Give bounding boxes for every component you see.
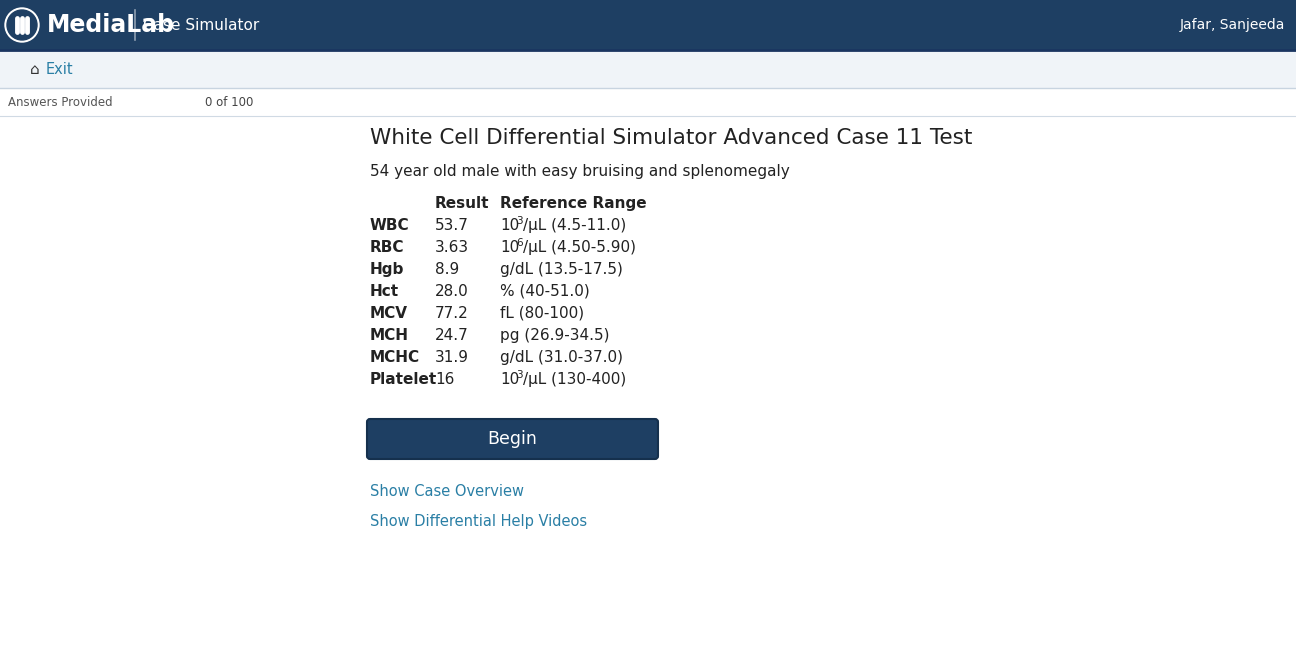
- Text: Show Differential Help Videos: Show Differential Help Videos: [369, 514, 587, 529]
- Text: MediaLab: MediaLab: [47, 13, 175, 37]
- Text: MCV: MCV: [369, 306, 408, 321]
- Text: 3: 3: [516, 216, 522, 226]
- Text: WBC: WBC: [369, 218, 410, 233]
- Text: Hgb: Hgb: [369, 262, 404, 277]
- FancyBboxPatch shape: [367, 419, 658, 459]
- Circle shape: [5, 8, 39, 42]
- Text: 24.7: 24.7: [435, 328, 469, 343]
- Text: Answers Provided: Answers Provided: [8, 95, 113, 108]
- Circle shape: [6, 10, 38, 40]
- Text: pg (26.9-34.5): pg (26.9-34.5): [500, 328, 609, 343]
- Text: 16: 16: [435, 372, 455, 387]
- Text: 3: 3: [516, 370, 522, 380]
- Text: /μL (4.50-5.90): /μL (4.50-5.90): [524, 240, 636, 255]
- Text: Jafar, Sanjeeda: Jafar, Sanjeeda: [1179, 18, 1286, 32]
- Text: 28.0: 28.0: [435, 284, 469, 299]
- Text: 31.9: 31.9: [435, 350, 469, 365]
- Text: g/dL (31.0-37.0): g/dL (31.0-37.0): [500, 350, 623, 365]
- Text: fL (80-100): fL (80-100): [500, 306, 584, 321]
- Text: Show Case Overview: Show Case Overview: [369, 484, 524, 499]
- Text: g/dL (13.5-17.5): g/dL (13.5-17.5): [500, 262, 623, 277]
- Text: Case Simulator: Case Simulator: [143, 17, 259, 32]
- Text: 6: 6: [516, 238, 522, 248]
- Text: Begin: Begin: [487, 430, 538, 448]
- Text: 77.2: 77.2: [435, 306, 469, 321]
- Text: 8.9: 8.9: [435, 262, 459, 277]
- Text: Platelet: Platelet: [369, 372, 437, 387]
- Text: 3.63: 3.63: [435, 240, 469, 255]
- Bar: [0, 50, 1296, 88]
- Text: Hct: Hct: [369, 284, 399, 299]
- Text: White Cell Differential Simulator Advanced Case 11 Test: White Cell Differential Simulator Advanc…: [369, 128, 972, 148]
- Text: RBC: RBC: [369, 240, 404, 255]
- Text: 10: 10: [500, 240, 520, 255]
- Text: 54 year old male with easy bruising and splenomegaly: 54 year old male with easy bruising and …: [369, 164, 789, 179]
- Text: Exit: Exit: [45, 62, 74, 77]
- Text: 0 of 100: 0 of 100: [205, 95, 254, 108]
- Text: Reference Range: Reference Range: [500, 196, 647, 211]
- Text: 53.7: 53.7: [435, 218, 469, 233]
- Text: 10: 10: [500, 372, 520, 387]
- Text: ⌂: ⌂: [30, 62, 40, 77]
- Text: MCHC: MCHC: [369, 350, 420, 365]
- Text: MCH: MCH: [369, 328, 410, 343]
- Bar: [0, 0, 1296, 50]
- Text: /μL (4.5-11.0): /μL (4.5-11.0): [524, 218, 626, 233]
- Text: 10: 10: [500, 218, 520, 233]
- Text: % (40-51.0): % (40-51.0): [500, 284, 590, 299]
- Text: Result: Result: [435, 196, 490, 211]
- Text: /μL (130-400): /μL (130-400): [524, 372, 626, 387]
